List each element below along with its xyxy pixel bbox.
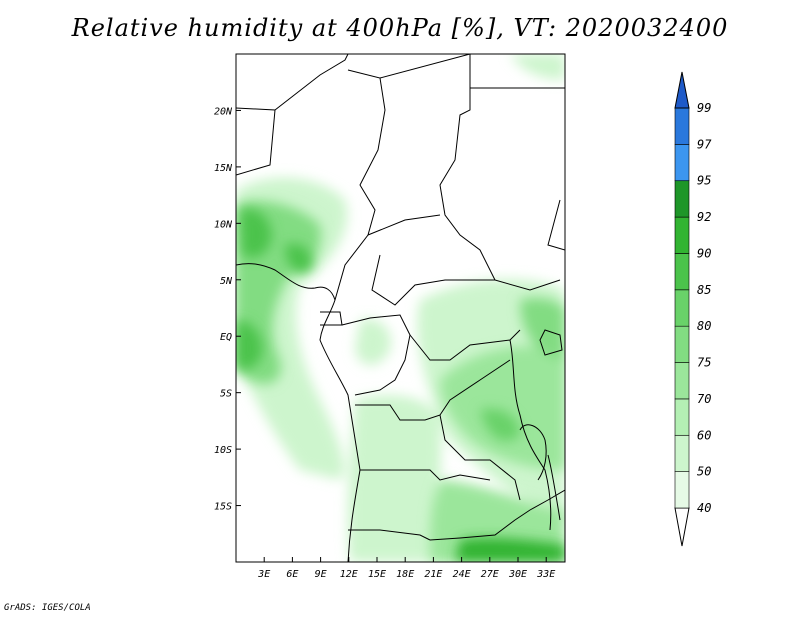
colorbar-segment xyxy=(674,180,690,218)
colorbar-top-arrow xyxy=(674,71,690,109)
lon-tick-label: 6E xyxy=(286,569,298,580)
colorbar-level-label: 95 xyxy=(697,174,711,188)
longitude-axis: 3E 6E 9E 12E 15E 18E 21E 24E 27E 30E 33E xyxy=(257,557,555,580)
lon-tick-label: 27E xyxy=(481,569,499,580)
map-title: Relative humidity at 400hPa [%], VT: 202… xyxy=(71,14,729,42)
lat-tick-label: 15S xyxy=(214,502,232,513)
colorbar-segment xyxy=(674,253,690,291)
colorbar-level-label: 60 xyxy=(697,428,711,442)
colorbar-level-label: 85 xyxy=(697,283,711,297)
footer-credit: GrADS: IGES/COLA xyxy=(4,603,91,613)
colorbar-level-label: 92 xyxy=(697,210,711,224)
colorbar: 40 50 60 70 75 80 85 90 92 95 97 99 xyxy=(674,71,712,547)
colorbar-segment xyxy=(674,471,690,509)
lon-tick-label: 21E xyxy=(424,569,442,580)
colorbar-segment xyxy=(674,325,690,363)
country-borders xyxy=(236,54,565,562)
lat-tick-label: EQ xyxy=(220,332,232,343)
lon-tick-label: 3E xyxy=(257,569,270,580)
lon-tick-label: 30E xyxy=(508,569,527,580)
lat-tick-label: 15N xyxy=(214,163,233,174)
lat-tick-label: 5S xyxy=(220,389,232,400)
colorbar-level-label: 40 xyxy=(697,501,711,515)
coastline xyxy=(236,263,361,562)
colorbar-segment xyxy=(674,398,690,436)
lat-tick-label: 10N xyxy=(214,219,233,230)
colorbar-bottom-arrow xyxy=(674,507,690,547)
humidity-dark-areas xyxy=(236,208,565,562)
colorbar-level-label: 99 xyxy=(697,101,711,115)
colorbar-segment xyxy=(674,107,690,145)
lon-tick-label: 12E xyxy=(340,569,358,580)
map-frame xyxy=(235,53,566,563)
humidity-field xyxy=(236,54,565,562)
colorbar-segment xyxy=(674,434,690,472)
colorbar-level-label: 70 xyxy=(697,392,711,406)
lat-tick-label: 5N xyxy=(220,276,233,287)
lat-tick-label: 20N xyxy=(214,106,233,117)
colorbar-segment xyxy=(674,362,690,400)
colorbar-level-label: 50 xyxy=(697,465,711,479)
latitude-axis: 20N 15N 10N 5N EQ 5S 10S 15S xyxy=(214,106,241,513)
colorbar-level-label: 97 xyxy=(697,137,712,151)
colorbar-level-label: 90 xyxy=(697,246,711,260)
lon-tick-label: 15E xyxy=(368,569,386,580)
colorbar-segment xyxy=(674,289,690,327)
colorbar-level-label: 80 xyxy=(697,319,711,333)
lon-tick-label: 9E xyxy=(315,569,327,580)
colorbar-level-label: 75 xyxy=(697,356,711,370)
lat-tick-label: 10S xyxy=(214,445,232,456)
colorbar-segment xyxy=(674,216,690,254)
colorbar-segment xyxy=(674,144,690,182)
lon-tick-label: 24E xyxy=(453,569,471,580)
lon-tick-label: 33E xyxy=(536,569,555,580)
lon-tick-label: 18E xyxy=(396,569,414,580)
